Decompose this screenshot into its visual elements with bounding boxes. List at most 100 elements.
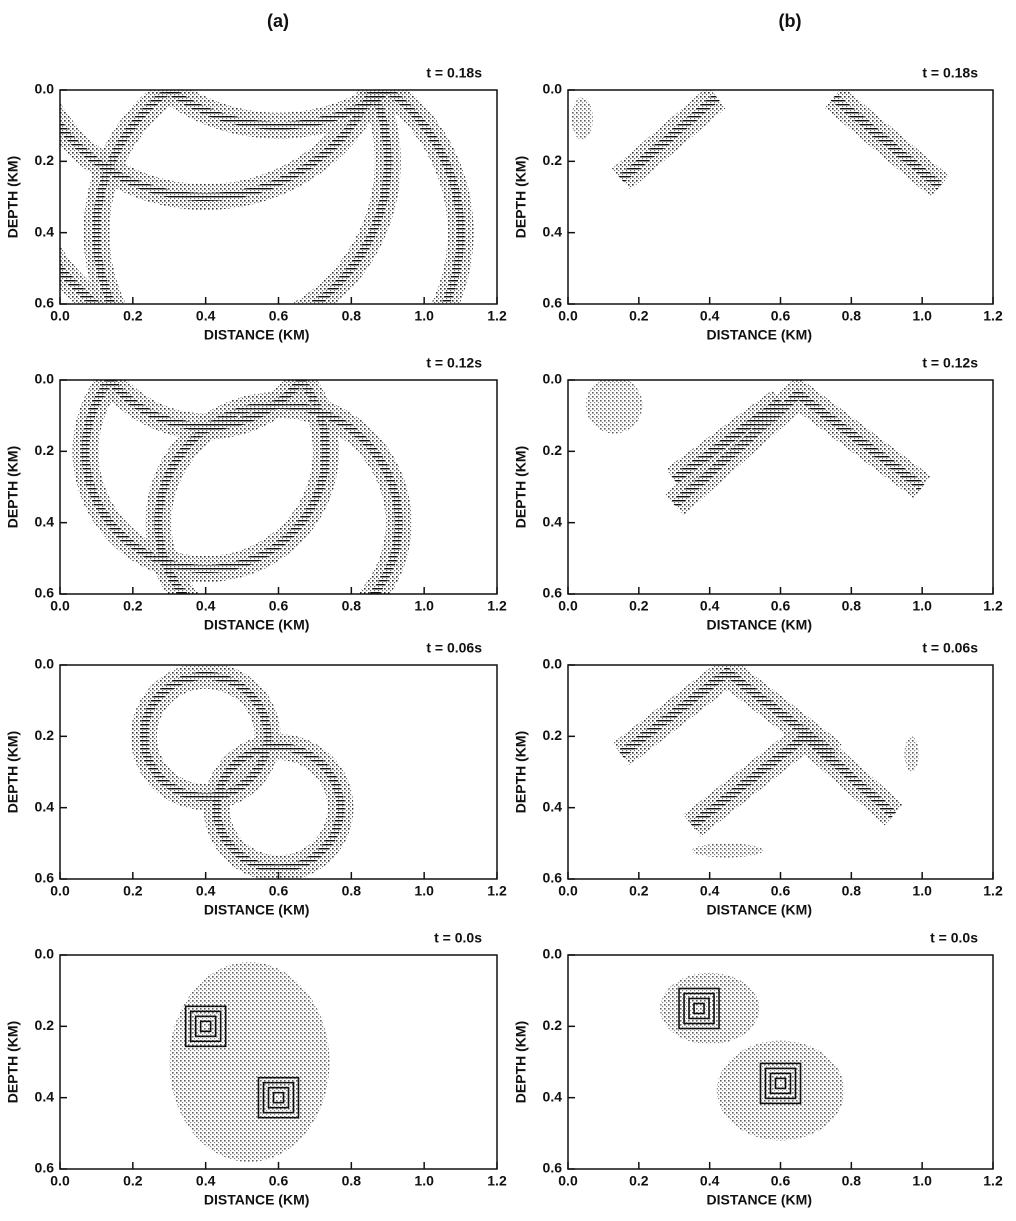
wavefield <box>660 972 845 1141</box>
x-tick-label: 0.8 <box>342 598 362 614</box>
y-axis-label: DEPTH (KM) <box>5 1021 21 1103</box>
x-axis-label: DISTANCE (KM) <box>706 1192 812 1208</box>
wavefront <box>830 93 943 190</box>
y-tick-label: 0.4 <box>543 513 563 529</box>
wave-blob <box>904 736 919 773</box>
wavefield <box>130 665 354 879</box>
x-tick-label: 1.0 <box>912 598 932 614</box>
x-tick-label: 0.0 <box>558 1173 578 1189</box>
x-tick-label: 1.2 <box>487 1173 507 1189</box>
wavefront <box>139 671 272 801</box>
x-tick-label: 0.8 <box>842 883 862 899</box>
y-tick-label: 0.0 <box>35 656 55 672</box>
x-tick-label: 1.2 <box>983 308 1003 324</box>
source <box>759 1062 802 1105</box>
x-tick-label: 1.0 <box>414 308 434 324</box>
wavefront <box>92 90 465 304</box>
x-tick-label: 0.2 <box>123 598 143 614</box>
x-tick-label: 0.4 <box>700 883 720 899</box>
x-tick-label: 0.0 <box>50 883 70 899</box>
source <box>693 1002 705 1015</box>
panel: 0.0 0.2 0.4 0.6 0.8 1.0 1.2 0.0 0.2 0.4 0.6 DISTANC… <box>513 65 1003 343</box>
x-tick-label: 0.4 <box>700 598 720 614</box>
x-tick-label: 0.0 <box>50 308 70 324</box>
x-tick-label: 1.0 <box>912 308 932 324</box>
y-tick-label: 0.6 <box>543 295 563 311</box>
time-label: t = 0.12s <box>922 355 978 371</box>
time-label: t = 0.18s <box>922 65 978 81</box>
column-label: (a) <box>267 11 289 31</box>
plot-frame <box>567 89 994 305</box>
y-tick-label: 0.2 <box>35 1017 55 1033</box>
x-tick-label: 1.0 <box>414 883 434 899</box>
x-tick-label: 1.2 <box>983 883 1003 899</box>
y-tick-label: 0.6 <box>543 870 563 886</box>
panel: 0.0 0.2 0.4 0.6 0.8 1.0 1.2 0.0 0.2 0.4 0.6 DISTANC… <box>513 640 1003 918</box>
x-axis-label: DISTANCE (KM) <box>204 327 310 343</box>
source <box>199 1020 212 1033</box>
x-tick-label: 0.4 <box>196 308 216 324</box>
x-tick-label: 1.2 <box>487 308 507 324</box>
source <box>194 1015 217 1038</box>
y-tick-label: 0.6 <box>543 585 563 601</box>
y-axis-label: DEPTH (KM) <box>5 731 21 813</box>
y-axis-label: DEPTH (KM) <box>5 446 21 528</box>
y-tick-label: 0.4 <box>35 1088 55 1104</box>
source <box>189 1010 222 1043</box>
y-tick-label: 0.0 <box>543 81 563 97</box>
x-tick-label: 0.2 <box>123 1173 143 1189</box>
x-tick-label: 0.4 <box>700 308 720 324</box>
wavefront <box>671 388 925 509</box>
wavefield <box>612 665 919 858</box>
x-axis-label: DISTANCE (KM) <box>706 902 812 918</box>
x-tick-label: 0.6 <box>269 1173 289 1189</box>
x-tick-label: 0.0 <box>558 883 578 899</box>
wave-blob <box>571 97 593 140</box>
x-tick-label: 1.0 <box>912 1173 932 1189</box>
x-tick-label: 1.2 <box>487 598 507 614</box>
x-tick-label: 0.4 <box>700 1173 720 1189</box>
wavefront <box>618 93 720 183</box>
y-tick-label: 0.0 <box>35 946 55 962</box>
wavefront <box>689 730 897 830</box>
x-axis-label: DISTANCE (KM) <box>706 327 812 343</box>
x-tick-label: 0.6 <box>269 598 289 614</box>
x-axis-label: DISTANCE (KM) <box>204 1192 310 1208</box>
wavefront <box>81 380 330 573</box>
x-tick-label: 0.6 <box>771 883 791 899</box>
time-label: t = 0.06s <box>922 640 978 656</box>
y-tick-label: 0.2 <box>543 727 563 743</box>
y-tick-label: 0.0 <box>35 371 55 387</box>
wavefield <box>72 380 412 594</box>
wavefront <box>162 90 395 130</box>
y-tick-label: 0.2 <box>35 152 55 168</box>
panel: 0.0 0.2 0.4 0.6 0.8 1.0 1.2 0.0 0.2 0.4 0.6 DISTANC… <box>5 930 507 1208</box>
x-tick-label: 0.6 <box>269 883 289 899</box>
wavefield <box>585 380 931 516</box>
x-tick-label: 1.2 <box>487 883 507 899</box>
source <box>683 992 715 1025</box>
x-tick-label: 0.2 <box>123 308 143 324</box>
wavefront <box>212 743 345 873</box>
wavefront <box>105 380 307 431</box>
time-label: t = 0.06s <box>426 640 482 656</box>
panel: 0.0 0.2 0.4 0.6 0.8 1.0 1.2 0.0 0.2 0.4 0.6 DISTANC… <box>513 355 1003 633</box>
source <box>262 1081 295 1114</box>
panel: 0.0 0.2 0.4 0.6 0.8 1.0 1.2 0.0 0.2 0.4 0.6 DISTANC… <box>5 355 507 633</box>
x-tick-label: 0.8 <box>342 1173 362 1189</box>
x-axis-label: DISTANCE (KM) <box>706 617 812 633</box>
x-tick-label: 0.2 <box>629 598 649 614</box>
wavefield <box>571 90 949 198</box>
x-tick-label: 0.2 <box>123 883 143 899</box>
time-label: t = 0.18s <box>426 65 482 81</box>
wavefront <box>671 397 784 484</box>
x-tick-label: 0.8 <box>842 1173 862 1189</box>
x-tick-label: 0.6 <box>771 308 791 324</box>
y-axis-label: DEPTH (KM) <box>513 731 529 813</box>
y-tick-label: 0.2 <box>543 1017 563 1033</box>
y-tick-label: 0.2 <box>35 442 55 458</box>
y-tick-label: 0.0 <box>543 656 563 672</box>
source <box>688 997 710 1020</box>
y-tick-label: 0.0 <box>543 371 563 387</box>
y-tick-label: 0.4 <box>35 513 55 529</box>
